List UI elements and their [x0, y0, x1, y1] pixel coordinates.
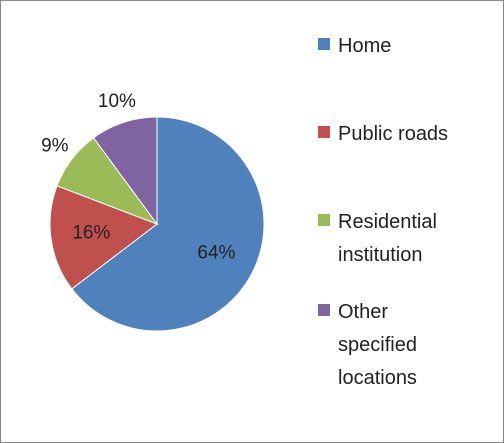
pie-slice	[92, 116, 158, 226]
legend-item: Public roads	[318, 118, 478, 151]
legend-swatch	[318, 304, 330, 316]
legend-swatch	[318, 38, 330, 50]
legend-item: Residential institution	[318, 206, 466, 272]
pie-slice	[49, 185, 159, 290]
legend-item: Other specified locations	[318, 296, 438, 395]
legend-swatch	[318, 214, 330, 226]
legend-item: Home	[318, 30, 478, 63]
pie-slice	[71, 116, 265, 332]
legend-label: Home	[338, 35, 392, 57]
data-label: 10%	[98, 91, 136, 112]
data-label: 9%	[41, 135, 69, 156]
data-label: 64%	[197, 242, 235, 263]
legend-label: Other specified locations	[338, 301, 417, 389]
legend-swatch	[318, 126, 330, 138]
data-label: 16%	[72, 222, 110, 243]
legend-label: Residential institution	[338, 211, 437, 266]
legend-label: Public roads	[338, 123, 449, 145]
